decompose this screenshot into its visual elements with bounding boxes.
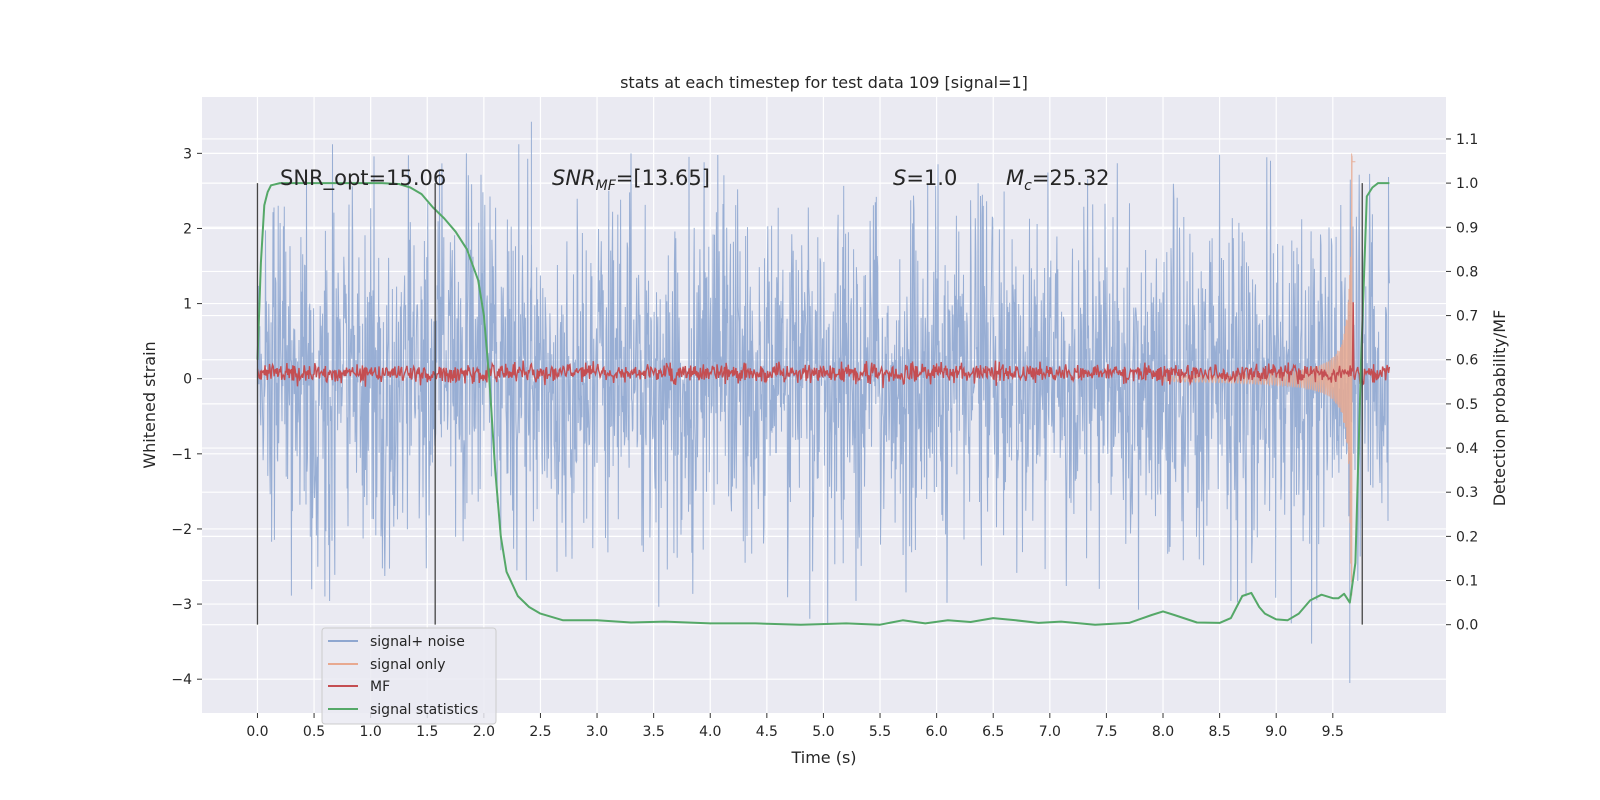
x-tick-label: 7.5: [1095, 724, 1117, 740]
x-tick-label: 4.0: [699, 724, 721, 740]
annotation-s: S=1.0: [893, 166, 957, 190]
legend: signal+ noise signal only MF signal stat…: [321, 627, 497, 725]
x-tick-label: 8.0: [1152, 724, 1174, 740]
x-tick-label: 3.5: [643, 724, 665, 740]
legend-label-signal-statistics: signal statistics: [370, 702, 478, 718]
x-tick-label: 4.5: [756, 724, 778, 740]
annotation-snr-mf-value: =[13.65]: [616, 166, 710, 190]
y-axis-label: Whitened strain: [140, 341, 159, 468]
y2-tick-label: 0.8: [1456, 264, 1478, 280]
annotation-mc: Mc=25.32: [1006, 166, 1110, 194]
chart-title: stats at each timestep for test data 109…: [620, 73, 1028, 92]
x-tick-label: 0.5: [303, 724, 325, 740]
annotation-snr-mf-sub: MF: [596, 178, 617, 194]
x-tick-label: 2.5: [529, 724, 551, 740]
y2-tick-label: 0.9: [1456, 220, 1478, 236]
x-tick-label: 9.0: [1265, 724, 1287, 740]
x-axis: 0.0 0.5 1.0 1.5 2.0 2.5 3.0 3.5 4.0 4.5 5.0 5.5 6.0 6…: [246, 713, 1344, 740]
x-tick-label: 5.5: [869, 724, 891, 740]
y2-tick-label: 0.5: [1456, 397, 1478, 413]
y-axis-right: 1.1 1.0 0.9 0.8 0.7 0.6 0.5 0.4 0.3 0.2 0.1 0.0: [1446, 132, 1478, 634]
annotation-mc-sub: c: [1024, 178, 1032, 194]
x-tick-label: 0.0: [246, 724, 268, 740]
annotation-s-label: S: [893, 166, 906, 190]
y-tick-label: 3: [183, 146, 192, 162]
x-tick-label: 8.5: [1208, 724, 1230, 740]
x-tick-label: 3.0: [586, 724, 608, 740]
x-tick-label: 1.5: [416, 724, 438, 740]
legend-box: [321, 627, 497, 725]
vertical-markers: [256, 183, 1363, 625]
y2-tick-label: 0.0: [1456, 618, 1478, 634]
annotation-snr-mf-label: SNR: [552, 166, 596, 190]
y-tick-label: −4: [171, 672, 192, 688]
y-tick-label: −3: [171, 597, 192, 613]
legend-label-signal-noise: signal+ noise: [370, 634, 465, 650]
y2-tick-label: 0.2: [1456, 529, 1478, 545]
annotation-mc-value: =25.32: [1032, 166, 1110, 190]
x-tick-label: 2.0: [473, 724, 495, 740]
y2-tick-label: 0.3: [1456, 485, 1478, 501]
y-tick-label: −2: [171, 522, 192, 538]
y2-tick-label: 1.0: [1456, 176, 1478, 192]
series-mf-line: [256, 302, 1391, 389]
y-axis-left: 3 2 1 0 −1 −2 −3 −4: [171, 146, 202, 688]
y2-axis-label: Detection probability/MF: [1490, 310, 1509, 507]
y-tick-label: −1: [171, 447, 192, 463]
x-tick-label: 5.0: [812, 724, 834, 740]
series-layer: [256, 121, 1391, 683]
x-tick-label: 7.0: [1039, 724, 1061, 740]
y-tick-label: 2: [183, 221, 192, 237]
y2-tick-label: 0.4: [1456, 441, 1478, 457]
x-tick-label: 1.0: [360, 724, 382, 740]
y-tick-label: 0: [183, 372, 192, 388]
legend-label-mf: MF: [370, 679, 390, 695]
y2-tick-label: 0.1: [1456, 574, 1478, 590]
x-axis-label: Time (s): [790, 748, 856, 767]
annotation-snr-opt: SNR_opt=15.06: [280, 166, 446, 191]
y2-tick-label: 1.1: [1456, 132, 1478, 148]
y-tick-label: 1: [183, 297, 192, 313]
x-tick-label: 9.5: [1322, 724, 1344, 740]
x-tick-label: 6.5: [982, 724, 1004, 740]
legend-label-signal-only: signal only: [370, 657, 445, 673]
annotation-s-value: =1.0: [906, 166, 957, 190]
series-signal-statistics-line: [256, 182, 1390, 626]
annotation-mc-label: M: [1006, 166, 1024, 190]
annotation-snr-mf: SNRMF=[13.65]: [552, 166, 710, 194]
x-tick-label: 6.0: [925, 724, 947, 740]
y2-tick-label: 0.7: [1456, 309, 1478, 325]
y2-tick-label: 0.6: [1456, 353, 1478, 369]
